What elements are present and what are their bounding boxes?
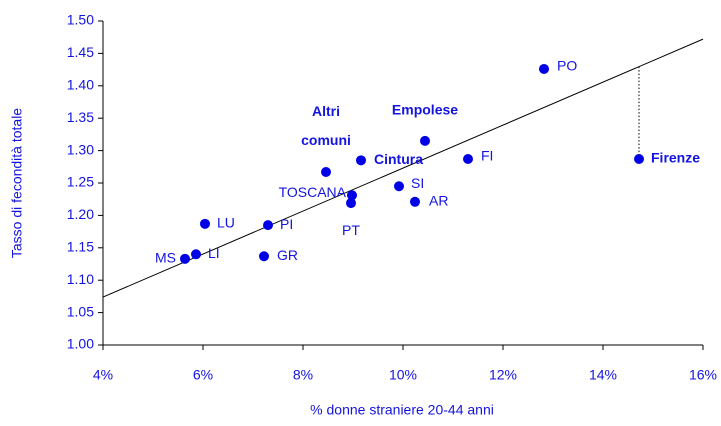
point bbox=[420, 135, 430, 146]
point bbox=[463, 154, 473, 165]
y-tick-label: 1.30 bbox=[67, 141, 94, 157]
point-label: PI bbox=[280, 216, 293, 232]
point-label: Cintura bbox=[374, 151, 423, 167]
point-label: AR bbox=[429, 192, 448, 208]
x-tick-label: 14% bbox=[589, 367, 617, 383]
point-label: LU bbox=[217, 215, 235, 231]
y-tick-label: 1.50 bbox=[67, 12, 94, 28]
y-tick-label: 1.10 bbox=[67, 271, 94, 287]
point-label: LI bbox=[208, 245, 220, 261]
y-tick-label: 1.35 bbox=[67, 109, 94, 125]
x-tick-label: 10% bbox=[389, 367, 417, 383]
point-label: Empolese bbox=[392, 102, 458, 118]
point-label: PT bbox=[342, 222, 360, 238]
point bbox=[191, 249, 201, 260]
point-label: PO bbox=[557, 58, 577, 74]
point bbox=[200, 218, 210, 229]
y-tick-label: 1.05 bbox=[67, 303, 94, 319]
point-label: TOSCANA bbox=[279, 184, 347, 200]
point bbox=[356, 155, 366, 166]
y-tick-label: 1.40 bbox=[67, 77, 94, 93]
y-tick-label: 1.00 bbox=[67, 336, 94, 352]
x-axis-title: % donne straniere 20-44 anni bbox=[310, 402, 494, 418]
point-label: Firenze bbox=[651, 150, 700, 166]
point-label: MS bbox=[155, 250, 176, 266]
point bbox=[634, 154, 644, 165]
x-tick-label: 12% bbox=[489, 367, 517, 383]
point bbox=[259, 251, 269, 262]
x-tick-label: 6% bbox=[193, 367, 213, 383]
point-label: Altri comuni bbox=[301, 103, 351, 148]
point bbox=[180, 253, 190, 264]
point-label: FI bbox=[481, 148, 493, 164]
x-tick-label: 8% bbox=[293, 367, 313, 383]
point bbox=[394, 181, 404, 192]
point-label: GR bbox=[277, 247, 298, 263]
x-tick-label: 16% bbox=[689, 367, 717, 383]
y-tick-label: 1.20 bbox=[67, 206, 94, 222]
point bbox=[263, 220, 273, 231]
y-tick-label: 1.45 bbox=[67, 44, 94, 60]
point bbox=[539, 63, 549, 74]
point bbox=[346, 198, 356, 209]
y-tick-label: 1.25 bbox=[67, 174, 94, 190]
point-label: SI bbox=[411, 175, 424, 191]
y-axis-title: Tasso di fecondità totale bbox=[9, 108, 25, 258]
y-tick-label: 1.15 bbox=[67, 239, 94, 255]
point bbox=[321, 166, 331, 177]
point bbox=[347, 190, 357, 201]
x-tick-label: 4% bbox=[93, 367, 113, 383]
trendline bbox=[102, 38, 704, 298]
point bbox=[410, 196, 420, 207]
